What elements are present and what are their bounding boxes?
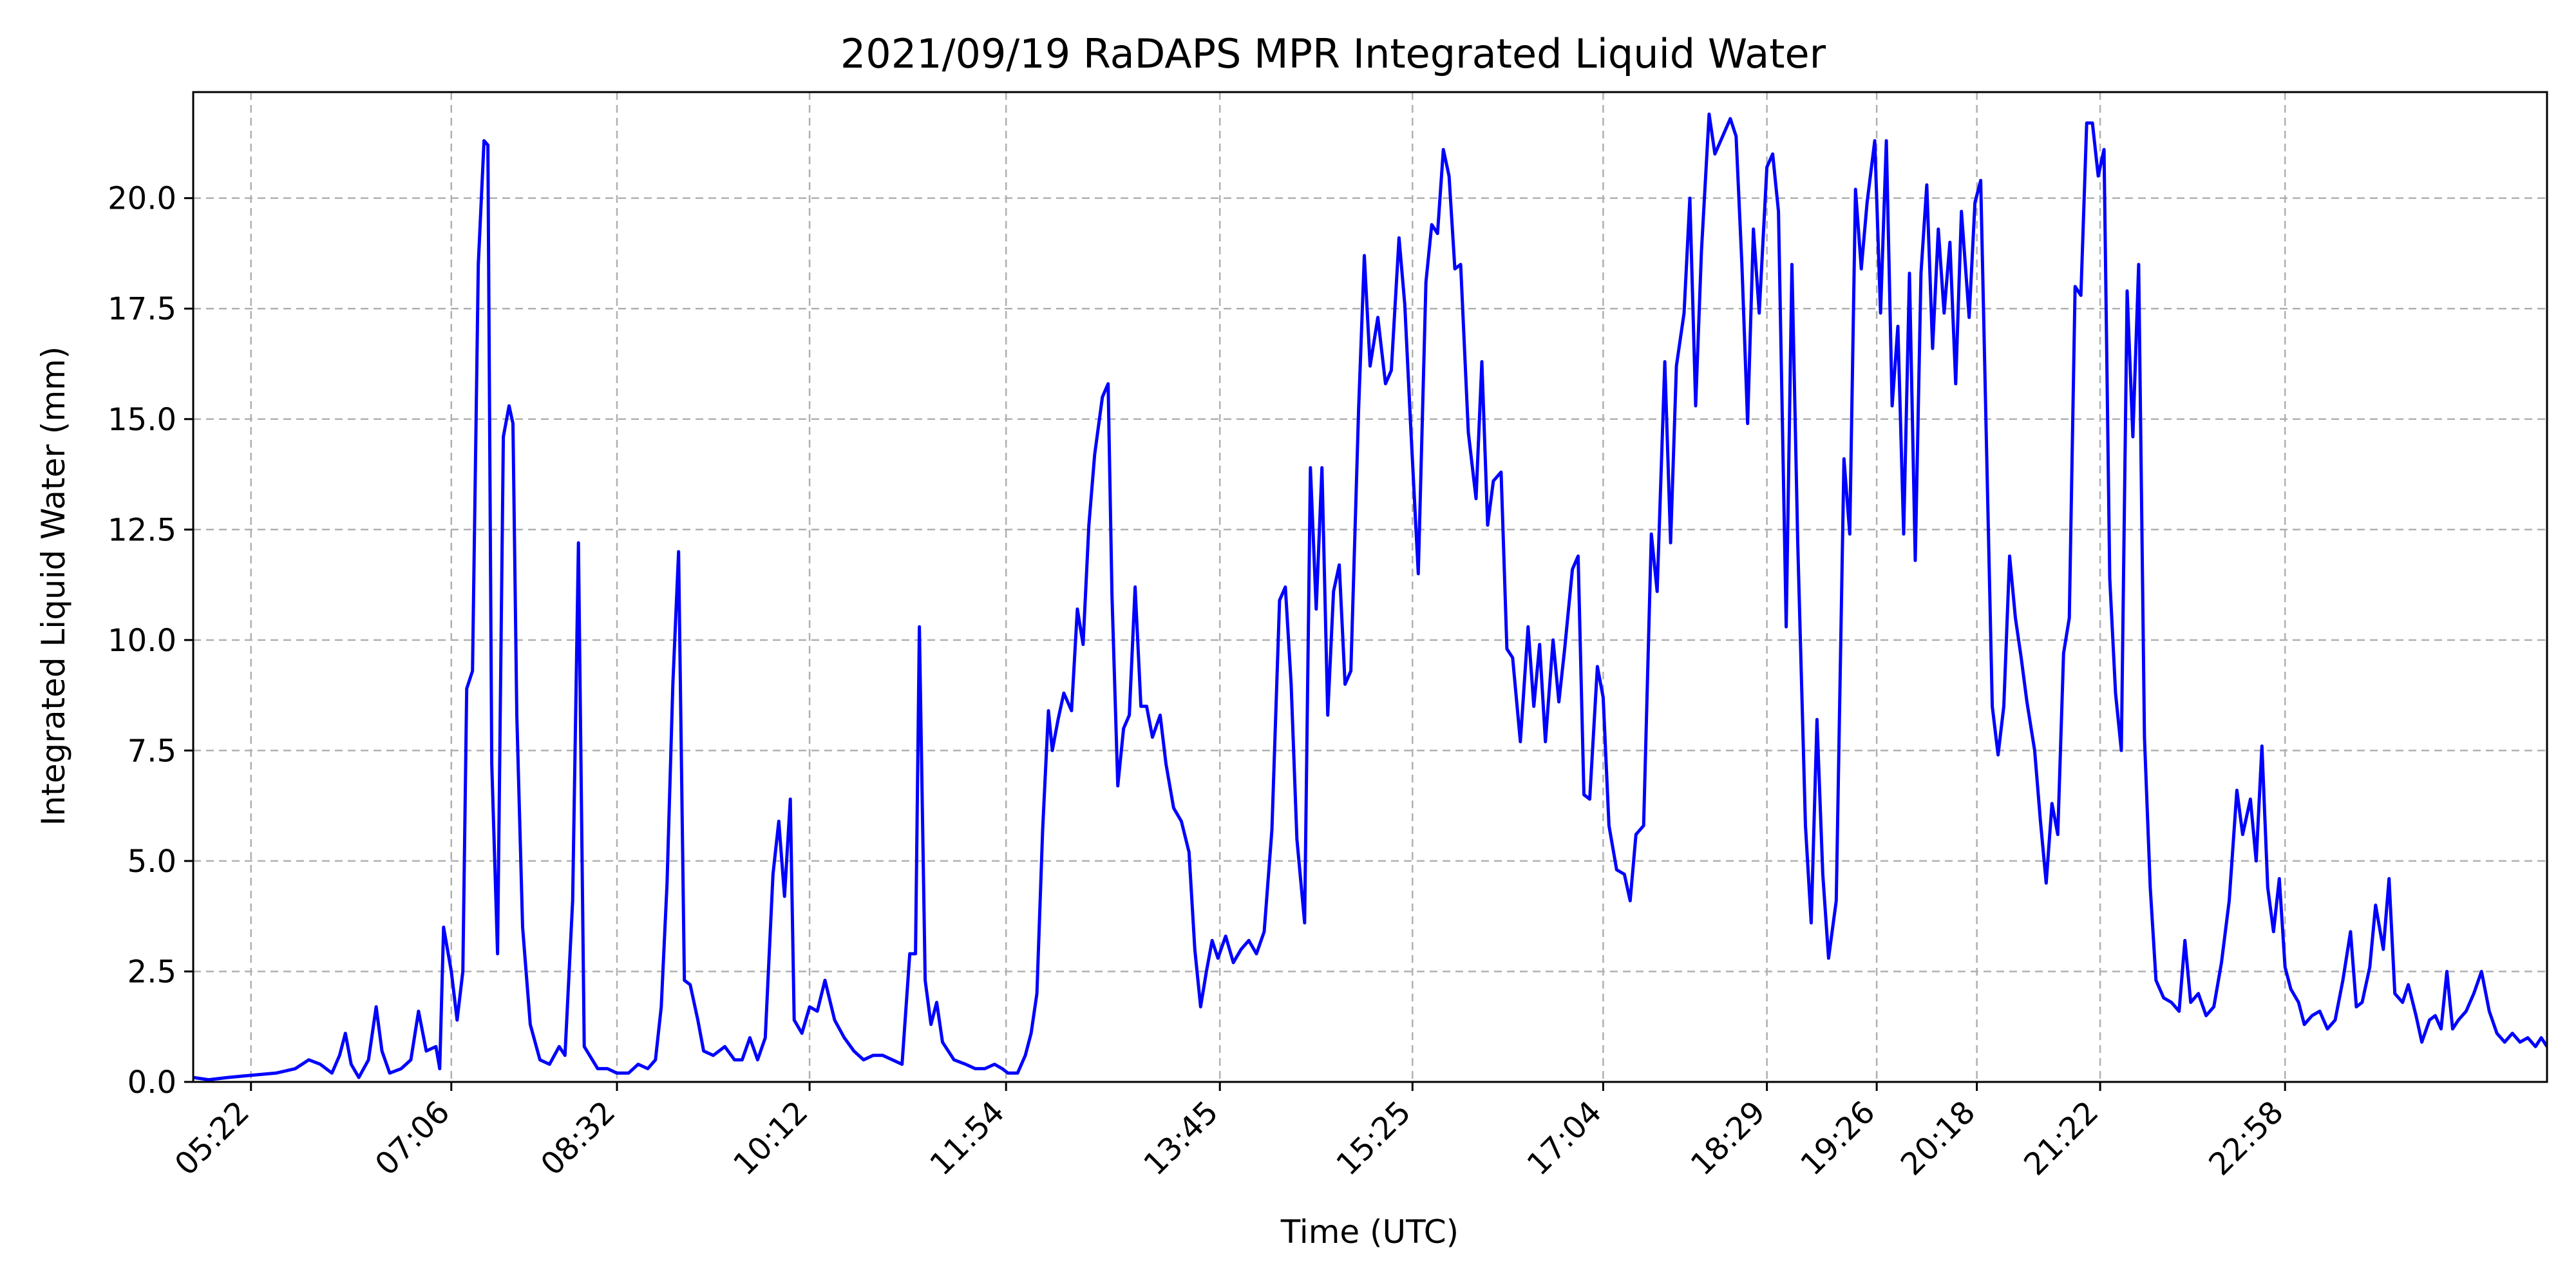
x-tick-label-5: 13:45: [1137, 1094, 1225, 1182]
x-tick-label-9: 19:26: [1794, 1094, 1882, 1182]
y-tick-label-3: 7.5: [128, 733, 176, 769]
x-tick-label-6: 15:25: [1329, 1094, 1417, 1182]
x-tick-label-0: 05:22: [168, 1094, 256, 1182]
y-tick-label-2: 5.0: [128, 844, 176, 880]
x-axis-ticks: 05:22 07:06 08:32 10:12 11:54 13:45 15:25 17:04…: [168, 1082, 2291, 1182]
x-tick-label-3: 10:12: [726, 1094, 815, 1182]
plot-area-frame: [192, 91, 2548, 1083]
x-tick-label-10: 20:18: [1894, 1094, 1982, 1182]
x-tick-label-12: 22:58: [2202, 1094, 2290, 1182]
y-tick-label-6: 15.0: [108, 402, 176, 438]
x-tick-label-11: 21:22: [2017, 1094, 2105, 1182]
x-tick-label-4: 11:54: [923, 1094, 1011, 1182]
x-tick-label-8: 18:29: [1684, 1094, 1772, 1182]
y-tick-label-1: 2.5: [128, 954, 176, 990]
x-tick-label-1: 07:06: [368, 1094, 457, 1182]
y-tick-label-5: 12.5: [108, 512, 176, 548]
y-axis-ticks: 0.0 2.5 5.0 7.5 10.0 12.5 15.0 17.5 20.0: [108, 181, 193, 1101]
y-tick-label-0: 0.0: [128, 1065, 176, 1101]
x-tick-label-7: 17:04: [1520, 1094, 1608, 1182]
y-tick-label-4: 10.0: [108, 623, 176, 659]
x-axis-label: Time (UTC): [1280, 1213, 1459, 1251]
x-tick-label-2: 08:32: [534, 1094, 622, 1182]
chart-title: 2021/09/19 RaDAPS MPR Integrated Liquid …: [840, 30, 1826, 77]
grid-lines: [193, 92, 2547, 1083]
y-axis-label: Integrated Liquid Water (mm): [35, 346, 72, 826]
y-tick-label-7: 17.5: [108, 291, 176, 327]
liquid-water-series-line: [193, 112, 2547, 1082]
y-tick-label-8: 20.0: [108, 181, 176, 217]
